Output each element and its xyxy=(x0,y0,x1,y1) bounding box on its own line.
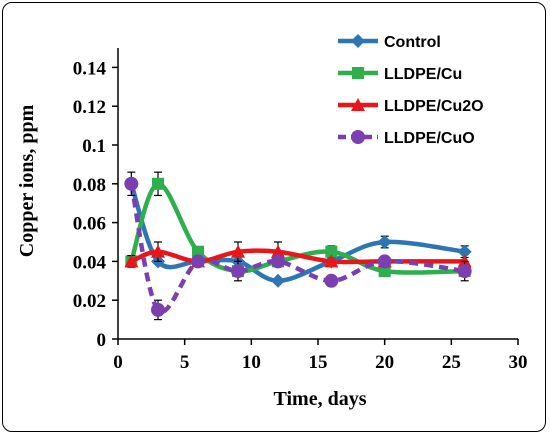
data-point-lldpe-cu xyxy=(192,245,204,258)
y-axis-title: Copper ions, ppm xyxy=(16,104,38,257)
data-point-lldpe-cuo xyxy=(124,176,139,191)
axes: 0 5 10 15 20 25 30 0 0.02 0.04 0.06 0.08 0.1 0.12 0.14 xyxy=(73,48,528,373)
legend-swatch-marker xyxy=(352,67,364,79)
legend-label: LLDPE/CuO xyxy=(384,130,475,147)
x-tick-label: 30 xyxy=(509,352,528,373)
legend-label: LLDPE/Cu xyxy=(384,66,462,83)
series-line-lldpe-cuo xyxy=(129,183,465,315)
data-point-lldpe-cu2o xyxy=(231,244,245,258)
legend-item-lldpe-cu2o: LLDPE/Cu2O xyxy=(338,98,484,115)
data-point-lldpe-cu xyxy=(325,245,338,258)
legend-item-lldpe-cu: LLDPE/Cu xyxy=(338,66,462,83)
chart-frame xyxy=(2,2,546,432)
legend-item-lldpe-cuo: LLDPE/CuO xyxy=(338,130,475,147)
x-tick-label: 10 xyxy=(242,352,261,373)
legend-label: Control xyxy=(384,34,441,51)
x-tick-label: 15 xyxy=(309,352,328,373)
data-point-lldpe-cu2o xyxy=(151,244,165,258)
series-line-lldpe-cu2o xyxy=(130,248,465,265)
x-axis-title: Time, days xyxy=(274,388,367,410)
y-tick-label: 0 xyxy=(97,330,107,351)
y-tick-label: 0.1 xyxy=(82,136,106,157)
legend-swatch-marker xyxy=(351,130,365,144)
data-point-lldpe-cuo xyxy=(324,273,339,288)
y-tick-label: 0.14 xyxy=(73,58,107,79)
x-tick-label: 0 xyxy=(113,352,123,373)
data-point-control xyxy=(377,235,392,249)
y-tick-label: 0.08 xyxy=(73,175,106,196)
data-point-lldpe-cuo xyxy=(151,302,165,317)
legend-swatch-marker xyxy=(351,34,365,48)
data-point-lldpe-cu2o xyxy=(271,244,285,258)
x-tick-label: 5 xyxy=(180,352,190,373)
data-point-lldpe-cu xyxy=(378,265,391,278)
legend: Control LLDPE/Cu LLDPE/Cu2O LLDPE/CuO xyxy=(338,34,484,147)
data-point-lldpe-cu2o xyxy=(324,254,339,268)
series-lldpe-cuo xyxy=(124,171,472,321)
data-point-lldpe-cuo xyxy=(191,254,205,269)
x-tick-label: 20 xyxy=(375,352,394,373)
data-point-control xyxy=(271,273,285,288)
data-point-lldpe-cu2o xyxy=(124,254,139,268)
y-tick-label: 0.04 xyxy=(73,252,107,273)
x-tick-label: 25 xyxy=(442,352,461,373)
series-layer xyxy=(124,171,472,321)
data-point-control xyxy=(457,244,472,259)
y-tick-label: 0.02 xyxy=(73,291,106,312)
legend-swatch-marker xyxy=(351,98,365,111)
data-point-lldpe-cuo xyxy=(271,254,285,269)
y-tick-label: 0.06 xyxy=(73,214,106,235)
data-point-lldpe-cuo xyxy=(377,254,392,269)
legend-item-control: Control xyxy=(338,34,441,51)
data-point-lldpe-cuo xyxy=(231,264,245,279)
data-point-lldpe-cuo xyxy=(457,264,472,279)
legend-label: LLDPE/Cu2O xyxy=(384,98,484,115)
data-point-lldpe-cu xyxy=(152,177,164,190)
y-tick-label: 0.12 xyxy=(73,97,106,118)
